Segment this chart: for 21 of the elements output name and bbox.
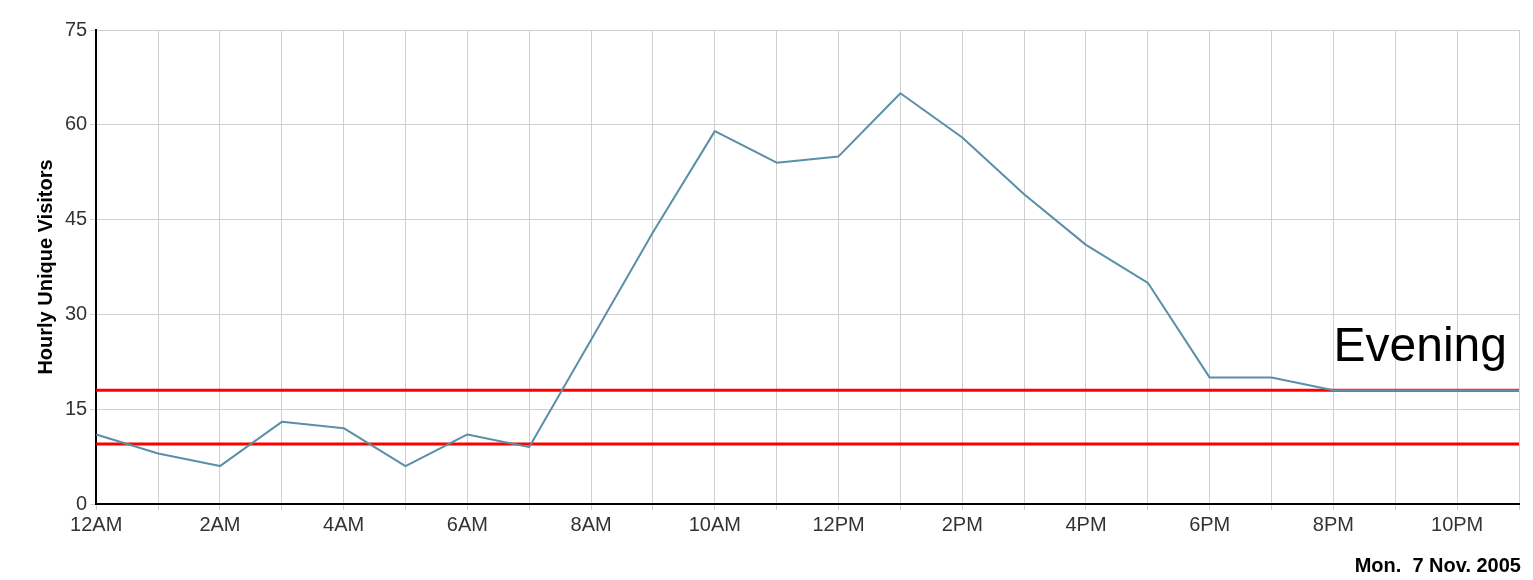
x-tick-label: 4AM [323,512,365,535]
x-tick-label: 2AM [199,512,241,535]
x-tick-label: 4PM [1065,512,1107,535]
y-tick-label: 75 [65,17,88,40]
y-tick-label: 60 [65,112,88,135]
y-tick-label: 0 [76,491,88,514]
x-tick-label: 12AM [70,512,123,535]
x-tick-label: 10AM [688,512,741,535]
y-tick-label: 15 [65,396,88,419]
x-tick-label: 6PM [1189,512,1231,535]
text: Mon. 7 Nov. 2005 [1354,553,1521,576]
x-tick-label: 2PM [941,512,983,535]
x-tick-label: 8PM [1312,512,1354,535]
y-tick-label: 45 [65,207,88,230]
ref-line-label: Evening [1333,318,1507,372]
x-tick-label: 6AM [446,512,488,535]
y-axis-title: Hourly Unique Visitors [33,159,56,375]
y-tick-label: 30 [65,301,88,324]
x-tick-label: 8AM [570,512,612,535]
x-tick-label: 12PM [812,512,865,535]
x-tick-label: 10PM [1431,512,1484,535]
